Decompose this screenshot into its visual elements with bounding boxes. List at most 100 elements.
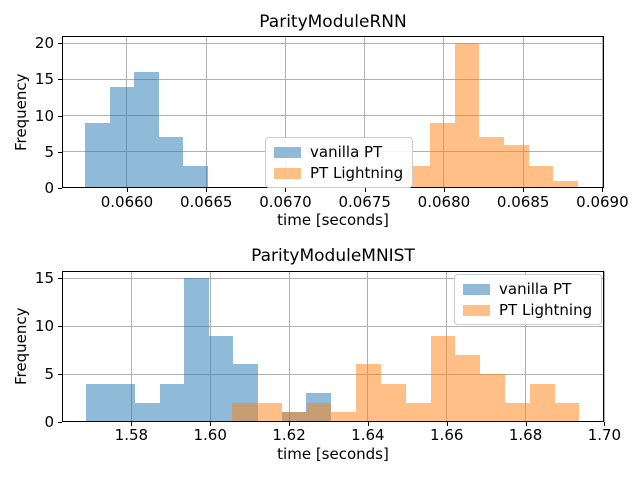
y-tick bbox=[58, 151, 62, 153]
y-tick-label: 10 bbox=[34, 106, 54, 125]
hist-bar-pt-lightning bbox=[430, 122, 455, 188]
chart-title: ParityModuleMNIST bbox=[251, 246, 415, 266]
y-tick bbox=[58, 278, 62, 280]
gridline-x bbox=[601, 36, 603, 188]
x-tick-label: 1.64 bbox=[351, 426, 385, 444]
legend-entry: PT Lightning bbox=[274, 164, 403, 182]
gridline-y bbox=[62, 78, 604, 80]
hist-bar-vanilla-pt bbox=[183, 166, 208, 188]
y-tick bbox=[58, 326, 62, 328]
y-tick bbox=[58, 43, 62, 45]
y-axis-label: Frequency bbox=[12, 307, 30, 386]
hist-bar-pt-lightning bbox=[331, 412, 357, 422]
x-tick-label: 0.0675 bbox=[338, 193, 391, 211]
x-tick-label: 1.68 bbox=[508, 426, 543, 444]
legend-swatch-pt-lightning bbox=[463, 304, 490, 316]
gridline-x bbox=[522, 36, 524, 188]
legend-swatch-vanilla-pt bbox=[463, 283, 490, 295]
hist-bar-pt-lightning bbox=[529, 383, 555, 422]
x-tick-label: 1.66 bbox=[430, 426, 464, 444]
x-tick bbox=[131, 422, 133, 426]
y-tick bbox=[58, 115, 62, 117]
x-tick bbox=[604, 422, 606, 426]
y-tick bbox=[58, 374, 62, 376]
hist-bar-pt-lightning bbox=[306, 402, 332, 422]
gridline-y bbox=[62, 325, 604, 327]
x-tick bbox=[525, 422, 527, 426]
hist-bar-pt-lightning bbox=[257, 402, 282, 422]
gridline-x bbox=[130, 271, 132, 422]
hist-bar-pt-lightning bbox=[553, 180, 578, 188]
gridline-x bbox=[364, 36, 366, 188]
x-tick bbox=[206, 188, 208, 192]
y-tick-label: 0 bbox=[44, 413, 54, 431]
hist-bar-vanilla-pt bbox=[134, 72, 159, 188]
gridline-y bbox=[62, 115, 604, 117]
legend-swatch-pt-lightning bbox=[274, 167, 301, 179]
gridline-x bbox=[603, 271, 605, 422]
hist-bar-pt-lightning bbox=[505, 402, 530, 422]
hist-bar-pt-lightning bbox=[480, 374, 505, 422]
x-tick bbox=[210, 422, 212, 426]
x-tick-label: 0.0660 bbox=[100, 193, 154, 211]
hist-bar-pt-lightning bbox=[405, 402, 431, 422]
hist-bar-vanilla-pt bbox=[86, 383, 111, 422]
x-tick-label: 1.58 bbox=[114, 426, 149, 444]
gridline-x bbox=[367, 271, 369, 422]
legend-swatch-vanilla-pt bbox=[274, 146, 301, 158]
hist-bar-pt-lightning bbox=[479, 137, 505, 188]
gridline-x bbox=[525, 271, 527, 422]
chart-title: ParityModuleRNN bbox=[259, 12, 407, 32]
y-tick-label: 15 bbox=[34, 70, 54, 89]
hist-bar-vanilla-pt bbox=[110, 383, 136, 422]
gridline-y bbox=[62, 42, 604, 44]
x-tick-label: 0.0680 bbox=[417, 193, 471, 211]
y-tick bbox=[58, 79, 62, 81]
hist-bar-pt-lightning bbox=[430, 335, 456, 422]
x-tick bbox=[126, 188, 128, 192]
legend-entry-label: PT Lightning bbox=[499, 301, 593, 319]
gridline-y bbox=[62, 373, 604, 375]
hist-bar-pt-lightning bbox=[356, 364, 382, 422]
hist-bar-pt-lightning bbox=[528, 166, 554, 188]
hist-bar-pt-lightning bbox=[232, 402, 258, 422]
hist-bar-pt-lightning bbox=[504, 144, 529, 188]
x-axis-label: time [seconds] bbox=[277, 211, 389, 229]
hist-bar-vanilla-pt bbox=[208, 335, 234, 422]
legend-entry-label: PT Lightning bbox=[310, 164, 404, 182]
gridline-x bbox=[443, 36, 445, 188]
legend-entry: vanilla PT bbox=[274, 143, 403, 161]
x-tick-label: 0.0690 bbox=[576, 193, 629, 211]
y-tick-label: 5 bbox=[44, 142, 54, 161]
x-tick-label: 1.62 bbox=[272, 426, 306, 444]
gridline-x bbox=[288, 271, 290, 422]
y-tick-label: 20 bbox=[34, 34, 54, 53]
hist-bar-pt-lightning bbox=[455, 354, 481, 422]
hist-bar-vanilla-pt bbox=[159, 383, 185, 422]
y-tick-label: 0 bbox=[44, 179, 54, 197]
y-tick-label: 15 bbox=[34, 269, 54, 288]
x-tick bbox=[285, 188, 287, 192]
gridline-x bbox=[284, 36, 286, 188]
hist-bar-vanilla-pt bbox=[135, 402, 160, 422]
hist-bar-pt-lightning bbox=[554, 402, 580, 422]
hist-bar-vanilla-pt bbox=[184, 278, 209, 422]
y-tick-label: 10 bbox=[34, 317, 54, 336]
hist-bar-pt-lightning bbox=[454, 43, 480, 188]
y-tick bbox=[58, 422, 62, 423]
x-tick bbox=[289, 422, 291, 426]
x-tick bbox=[523, 188, 525, 192]
hist-bar-vanilla-pt bbox=[158, 137, 184, 188]
x-tick bbox=[364, 188, 366, 192]
x-tick-label: 0.0685 bbox=[496, 193, 550, 211]
x-tick-label: 0.0665 bbox=[179, 193, 233, 211]
x-tick bbox=[602, 188, 604, 192]
x-tick bbox=[443, 188, 445, 192]
x-tick bbox=[367, 422, 369, 426]
legend-entry-label: vanilla PT bbox=[499, 280, 572, 298]
plot-area bbox=[62, 271, 605, 422]
x-tick-label: 0.0670 bbox=[259, 193, 312, 211]
y-tick-label: 5 bbox=[44, 365, 54, 384]
legend: vanilla PT PT Lightning bbox=[265, 137, 414, 188]
